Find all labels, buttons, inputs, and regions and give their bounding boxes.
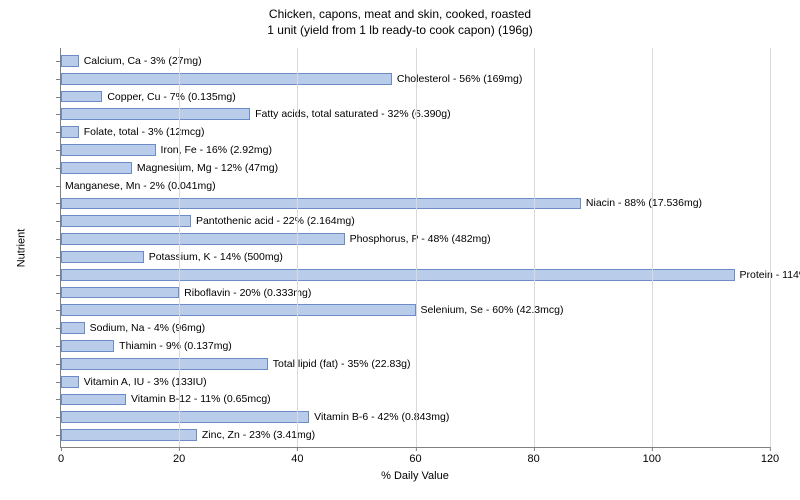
y-tick — [56, 186, 60, 187]
y-tick — [56, 364, 60, 365]
y-tick — [56, 203, 60, 204]
bar-label: Sodium, Na - 4% (96mg) — [90, 322, 206, 334]
y-tick — [56, 382, 60, 383]
gridline — [652, 48, 653, 447]
y-tick — [56, 275, 60, 276]
bar-label: Total lipid (fat) - 35% (22.83g) — [273, 358, 411, 370]
bar: Zinc, Zn - 23% (3.41mg) — [61, 429, 197, 441]
x-tick: 20 — [173, 453, 185, 465]
x-tick: 60 — [409, 453, 421, 465]
y-tick — [56, 97, 60, 98]
bar-label: Fatty acids, total saturated - 32% (6.39… — [255, 108, 451, 120]
bar-label: Phosphorus, P - 48% (482mg) — [350, 233, 491, 245]
y-tick — [56, 132, 60, 133]
bar-label: Pantothenic acid - 22% (2.164mg) — [196, 215, 355, 227]
plot-area: Calcium, Ca - 3% (27mg) Cholesterol - 56%… — [60, 48, 770, 448]
bar: Selenium, Se - 60% (42.3mcg) — [61, 304, 416, 316]
x-tick: 0 — [58, 453, 64, 465]
bar: Phosphorus, P - 48% (482mg) — [61, 233, 345, 245]
bar: Protein - 114% (56.76g) — [61, 269, 735, 281]
y-tick — [56, 239, 60, 240]
bar: Potassium, K - 14% (500mg) — [61, 251, 144, 263]
x-tick: 80 — [528, 453, 540, 465]
y-tick — [56, 417, 60, 418]
bar-label: Manganese, Mn - 2% (0.041mg) — [65, 180, 216, 192]
y-tick — [56, 168, 60, 169]
y-axis-label-wrap: Nutrient — [14, 48, 28, 448]
y-tick — [56, 293, 60, 294]
gridline — [534, 48, 535, 447]
bar-label: Riboflavin - 20% (0.333mg) — [184, 287, 311, 299]
bar: Fatty acids, total saturated - 32% (6.39… — [61, 108, 250, 120]
bar-label: Selenium, Se - 60% (42.3mcg) — [421, 304, 564, 316]
bar: Vitamin B-12 - 11% (0.65mcg) — [61, 394, 126, 406]
gridline — [770, 48, 771, 447]
bar-label: Vitamin B-6 - 42% (0.843mg) — [314, 411, 449, 423]
x-tick: 120 — [761, 453, 779, 465]
chart-title-line2: 1 unit (yield from 1 lb ready-to cook ca… — [0, 22, 800, 38]
gridline — [297, 48, 298, 447]
bar: Vitamin B-6 - 42% (0.843mg) — [61, 411, 309, 423]
y-tick — [56, 114, 60, 115]
bar: Folate, total - 3% (12mcg) — [61, 126, 79, 138]
bar: Cholesterol - 56% (169mg) — [61, 73, 392, 85]
gridline — [416, 48, 417, 447]
bar-label: Potassium, K - 14% (500mg) — [149, 251, 283, 263]
y-tick — [56, 328, 60, 329]
chart-title-line1: Chicken, capons, meat and skin, cooked, … — [0, 6, 800, 22]
bar: Copper, Cu - 7% (0.135mg) — [61, 91, 102, 103]
gridline — [179, 48, 180, 447]
bar: Magnesium, Mg - 12% (47mg) — [61, 162, 132, 174]
y-tick — [56, 435, 60, 436]
chart-title: Chicken, capons, meat and skin, cooked, … — [0, 0, 800, 38]
y-tick — [56, 150, 60, 151]
x-tick: 40 — [291, 453, 303, 465]
bar: Niacin - 88% (17.536mg) — [61, 198, 581, 210]
bar: Riboflavin - 20% (0.333mg) — [61, 287, 179, 299]
bar-label: Calcium, Ca - 3% (27mg) — [84, 55, 202, 67]
bar: Vitamin A, IU - 3% (133IU) — [61, 376, 79, 388]
bar: Thiamin - 9% (0.137mg) — [61, 340, 114, 352]
bar: Pantothenic acid - 22% (2.164mg) — [61, 215, 191, 227]
bar-label: Copper, Cu - 7% (0.135mg) — [107, 91, 235, 103]
bar: Sodium, Na - 4% (96mg) — [61, 322, 85, 334]
y-axis-label: Nutrient — [15, 229, 27, 268]
bar-label: Iron, Fe - 16% (2.92mg) — [161, 144, 272, 156]
y-tick — [56, 346, 60, 347]
bar-label: Thiamin - 9% (0.137mg) — [119, 340, 232, 352]
y-tick — [56, 399, 60, 400]
bar: Calcium, Ca - 3% (27mg) — [61, 55, 79, 67]
x-axis-label: % Daily Value — [60, 470, 770, 482]
y-tick — [56, 221, 60, 222]
bar-label: Niacin - 88% (17.536mg) — [586, 197, 702, 209]
y-tick — [56, 257, 60, 258]
bar-label: Vitamin A, IU - 3% (133IU) — [84, 376, 207, 388]
x-tick: 100 — [643, 453, 661, 465]
bar-label: Magnesium, Mg - 12% (47mg) — [137, 162, 278, 174]
y-tick — [56, 310, 60, 311]
y-tick — [56, 79, 60, 80]
nutrient-chart: Chicken, capons, meat and skin, cooked, … — [0, 0, 800, 500]
bar: Iron, Fe - 16% (2.92mg) — [61, 144, 156, 156]
bar: Total lipid (fat) - 35% (22.83g) — [61, 358, 268, 370]
y-tick — [56, 61, 60, 62]
bar-label: Folate, total - 3% (12mcg) — [84, 126, 205, 138]
bar-label: Vitamin B-12 - 11% (0.65mcg) — [131, 393, 271, 405]
